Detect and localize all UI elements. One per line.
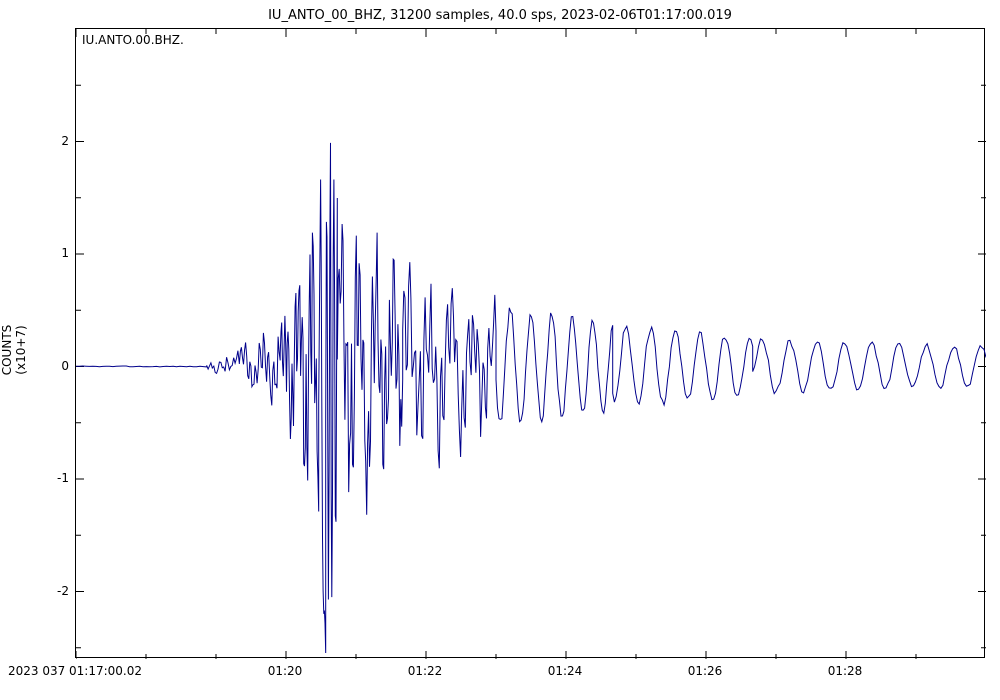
- x-tick-label: 2023 037 01:17:00.02: [8, 664, 142, 678]
- seismogram-line: [76, 29, 986, 659]
- y-axis-label: COUNTS (x10+7): [0, 290, 28, 410]
- series-label: IU.ANTO.00.BHZ.: [82, 33, 184, 47]
- plot-axes: IU.ANTO.00.BHZ.: [75, 28, 985, 658]
- x-tick-label: 01:26: [688, 664, 723, 678]
- x-tick-label: 01:24: [548, 664, 583, 678]
- x-tick-label: 01:28: [828, 664, 863, 678]
- y-tick-label: -2: [47, 584, 69, 598]
- y-tick-label: -1: [47, 471, 69, 485]
- y-tick-label: 1: [47, 246, 69, 260]
- x-tick-label: 01:20: [268, 664, 303, 678]
- figure: IU_ANTO_00_BHZ, 31200 samples, 40.0 sps,…: [0, 0, 1000, 700]
- y-tick-label: 2: [47, 134, 69, 148]
- x-tick-label: 01:22: [408, 664, 443, 678]
- chart-title: IU_ANTO_00_BHZ, 31200 samples, 40.0 sps,…: [0, 8, 1000, 23]
- y-tick-label: 0: [47, 359, 69, 373]
